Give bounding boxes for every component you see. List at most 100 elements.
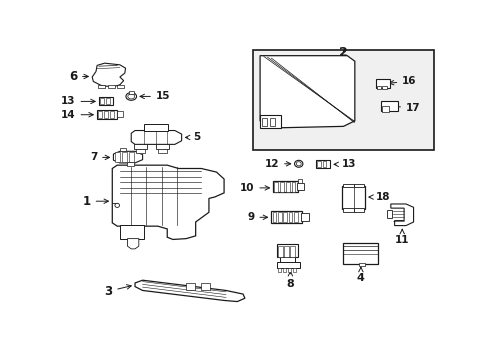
Bar xyxy=(117,111,122,117)
Text: 1: 1 xyxy=(82,195,108,208)
Bar xyxy=(343,184,353,187)
Bar xyxy=(290,246,294,257)
Bar xyxy=(277,244,297,257)
Text: 10: 10 xyxy=(240,183,269,193)
Text: 3: 3 xyxy=(104,285,131,298)
Bar xyxy=(108,85,115,87)
Polygon shape xyxy=(92,63,125,87)
Bar xyxy=(292,268,295,272)
Bar xyxy=(342,186,365,209)
Bar xyxy=(143,125,168,131)
Bar xyxy=(272,212,276,222)
Polygon shape xyxy=(390,204,413,226)
Bar xyxy=(98,85,105,87)
Polygon shape xyxy=(127,239,139,249)
Bar xyxy=(129,152,133,162)
Bar xyxy=(381,102,398,111)
Polygon shape xyxy=(113,151,142,163)
Bar xyxy=(277,262,299,268)
Bar xyxy=(278,246,282,257)
Bar xyxy=(273,181,297,192)
Bar xyxy=(156,144,169,149)
Bar xyxy=(120,148,125,151)
Bar xyxy=(358,263,365,266)
Bar xyxy=(277,212,281,222)
Bar xyxy=(269,118,274,126)
Bar xyxy=(285,182,289,192)
Polygon shape xyxy=(131,131,181,144)
Text: 5: 5 xyxy=(185,132,200,143)
Bar xyxy=(376,86,381,89)
Bar xyxy=(136,149,145,153)
Text: 8: 8 xyxy=(286,271,294,289)
Bar xyxy=(104,111,108,118)
Text: 17: 17 xyxy=(393,103,420,113)
Text: 11: 11 xyxy=(394,229,408,245)
Polygon shape xyxy=(135,280,244,302)
Bar xyxy=(322,161,326,167)
Bar xyxy=(316,161,320,167)
Ellipse shape xyxy=(296,162,301,166)
Bar xyxy=(354,184,364,187)
Bar xyxy=(127,162,134,166)
Bar xyxy=(343,208,353,212)
Bar xyxy=(115,152,120,162)
Bar xyxy=(315,159,329,168)
Text: 16: 16 xyxy=(388,76,416,86)
Ellipse shape xyxy=(126,93,136,100)
Bar xyxy=(293,212,297,222)
Bar xyxy=(296,183,303,190)
Bar xyxy=(100,98,104,104)
Bar xyxy=(288,212,292,222)
Text: 6: 6 xyxy=(69,70,88,83)
Bar xyxy=(301,213,308,221)
Bar xyxy=(283,268,285,272)
Text: 2: 2 xyxy=(338,46,347,59)
Bar xyxy=(122,152,126,162)
Polygon shape xyxy=(260,56,354,128)
Ellipse shape xyxy=(115,203,119,207)
Text: 13: 13 xyxy=(61,96,95,107)
Text: 14: 14 xyxy=(61,110,93,120)
Bar xyxy=(280,257,295,263)
Bar xyxy=(283,212,286,222)
Text: 18: 18 xyxy=(368,192,389,202)
Ellipse shape xyxy=(294,160,302,167)
Bar xyxy=(386,210,391,219)
Bar xyxy=(381,86,386,89)
Polygon shape xyxy=(112,165,224,239)
Text: 7: 7 xyxy=(90,152,109,162)
Bar xyxy=(105,98,109,104)
Text: 12: 12 xyxy=(264,159,290,169)
Bar xyxy=(186,283,194,291)
Text: 4: 4 xyxy=(356,267,364,283)
Bar xyxy=(128,91,134,94)
Bar xyxy=(98,111,102,118)
Bar xyxy=(280,182,284,192)
Bar xyxy=(110,111,114,118)
Bar xyxy=(158,149,167,153)
Bar xyxy=(287,268,290,272)
Bar xyxy=(297,179,301,183)
Bar xyxy=(120,225,144,239)
Bar xyxy=(134,144,147,149)
Bar xyxy=(271,211,301,223)
Bar xyxy=(291,182,295,192)
Bar xyxy=(99,97,113,105)
Ellipse shape xyxy=(127,94,134,99)
Bar xyxy=(382,107,388,112)
Bar xyxy=(375,79,389,87)
Bar xyxy=(274,182,278,192)
Text: 9: 9 xyxy=(247,212,267,222)
Bar xyxy=(201,283,209,291)
Bar xyxy=(354,208,364,212)
Bar xyxy=(252,50,433,150)
Bar xyxy=(284,246,288,257)
Bar xyxy=(343,243,378,264)
Bar xyxy=(97,110,117,118)
Text: 15: 15 xyxy=(140,91,170,102)
Bar xyxy=(117,85,124,87)
Text: 13: 13 xyxy=(333,159,355,169)
Bar xyxy=(260,115,280,128)
Bar xyxy=(262,118,267,126)
